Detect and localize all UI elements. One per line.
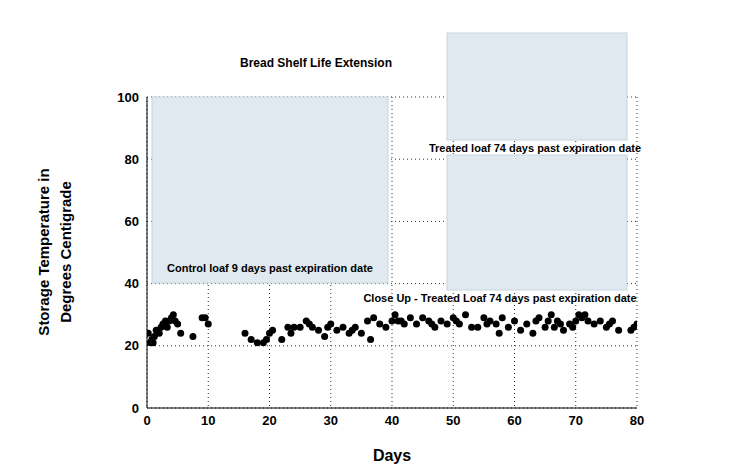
svg-text:30: 30	[324, 413, 338, 428]
svg-text:100: 100	[117, 90, 139, 105]
svg-text:80: 80	[125, 152, 139, 167]
svg-text:Days: Days	[373, 447, 411, 464]
svg-text:80: 80	[630, 413, 644, 428]
svg-text:40: 40	[385, 413, 399, 428]
svg-text:20: 20	[262, 413, 276, 428]
svg-text:0: 0	[143, 413, 150, 428]
svg-text:Control loaf 9 days past expir: Control loaf 9 days past expiration date	[167, 262, 373, 274]
svg-text:0: 0	[132, 401, 139, 416]
svg-text:50: 50	[446, 413, 460, 428]
svg-text:10: 10	[201, 413, 215, 428]
svg-text:Storage Temperature in: Storage Temperature in	[35, 168, 52, 335]
svg-text:Degrees Centigrade: Degrees Centigrade	[57, 181, 74, 323]
svg-text:60: 60	[507, 413, 521, 428]
svg-text:20: 20	[125, 338, 139, 353]
svg-text:40: 40	[125, 276, 139, 291]
svg-text:Close Up - Treated Loaf 74 day: Close Up - Treated Loaf 74 days past exp…	[363, 292, 636, 304]
svg-text:Treated loaf 74 days past expi: Treated loaf 74 days past expiration dat…	[429, 142, 641, 154]
svg-text:70: 70	[569, 413, 583, 428]
svg-text:60: 60	[125, 214, 139, 229]
svg-text:Bread Shelf Life Extension: Bread Shelf Life Extension	[240, 56, 392, 70]
